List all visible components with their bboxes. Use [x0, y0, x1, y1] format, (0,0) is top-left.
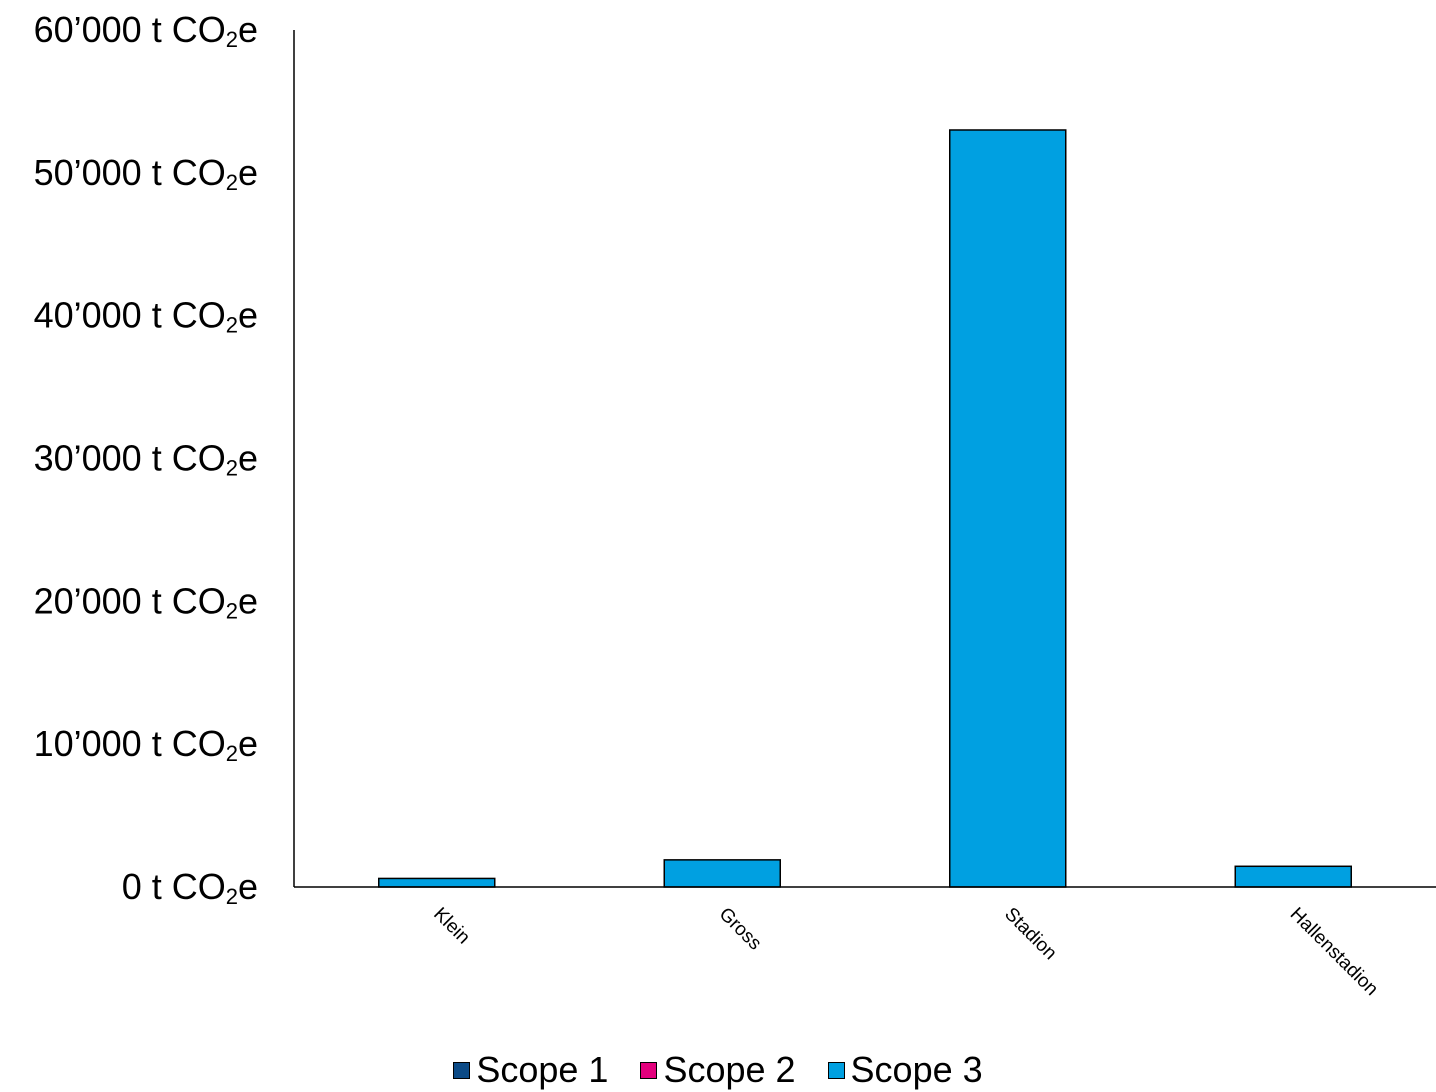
bar-klein-series-3	[378, 877, 496, 888]
x-axis-category-labels: Klein Gross Stadion Hallenstadion	[429, 904, 1382, 1000]
bar-gross-series-3	[663, 859, 781, 888]
legend-item-scope-1[interactable]: Scope 1	[453, 1050, 608, 1090]
x-tick-label-stadion: Stadion	[1000, 904, 1060, 964]
legend: Scope 1 Scope 2 Scope 3	[0, 1048, 1436, 1092]
y-tick-label: 50’000 t CO2e	[34, 152, 258, 195]
y-axis-tick-labels: 0 t CO2e 10’000 t CO2e 20’000 t CO2e 30’000…	[34, 9, 258, 909]
bar-hallenstadion-series-3	[1234, 865, 1352, 888]
legend-swatch-scope-1	[453, 1061, 471, 1079]
bar-chart: 0 t CO2e 10’000 t CO2e 20’000 t CO2e 30’000…	[34, 9, 1436, 1000]
legend-swatch-scope-3	[827, 1061, 845, 1079]
y-tick-label: 0 t CO2e	[122, 866, 258, 909]
bars	[378, 129, 1352, 888]
legend-swatch-scope-2	[640, 1061, 658, 1079]
y-tick-label: 60’000 t CO2e	[34, 9, 258, 52]
legend-label-scope-1: Scope 1	[476, 1049, 609, 1090]
x-tick-label-gross: Gross	[715, 904, 766, 955]
legend-item-scope-2[interactable]: Scope 2	[640, 1049, 796, 1090]
x-tick-label-klein: Klein	[429, 904, 474, 949]
legend-label-scope-2: Scope 2	[663, 1049, 796, 1090]
y-tick-label: 30’000 t CO2e	[34, 438, 258, 481]
y-tick-label: 40’000 t CO2e	[34, 295, 258, 338]
bar-stadion-series-3	[949, 129, 1067, 888]
y-tick-label: 10’000 t CO2e	[34, 723, 258, 766]
legend-item-scope-3[interactable]: Scope 3	[827, 1049, 983, 1090]
y-tick-label: 20’000 t CO2e	[34, 580, 258, 623]
legend-label-scope-3: Scope 3	[850, 1049, 983, 1090]
x-tick-label-hallenstadion: Hallenstadion	[1286, 904, 1382, 1000]
